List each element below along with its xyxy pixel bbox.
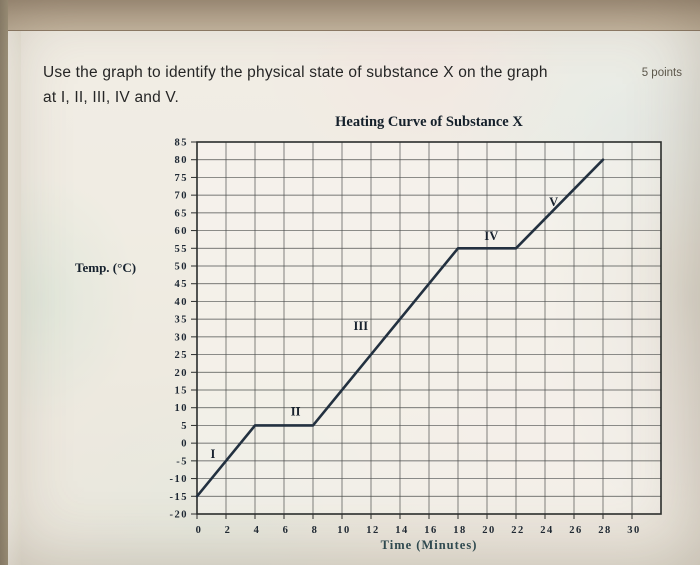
x-tick-label: 16 (424, 525, 438, 536)
x-tick-label: 6 (283, 525, 290, 536)
y-tick-label: -15 (170, 492, 189, 503)
x-tick-label: 26 (569, 525, 583, 536)
x-tick-label: 22 (511, 525, 525, 536)
tick-labels: -20-15-10-505101520253035404550556065707… (170, 138, 641, 537)
y-tick-label: 40 (175, 297, 189, 308)
question-panel: Use the graph to identify the physical s… (21, 31, 700, 565)
chart-plot-area: -20-15-10-505101520253035404550556065707… (170, 138, 662, 537)
heating-curve-chart: Heating Curve of Substance X -20 -15 -10 -5… (130, 112, 696, 562)
top-strip (8, 0, 700, 31)
y-tick-label: 55 (175, 244, 189, 255)
x-axis-label: Time (Minutes) (380, 538, 478, 552)
y-tick-label: 0 (181, 439, 188, 450)
left-edge-shadow (0, 0, 8, 565)
y-tick-label: 70 (175, 191, 189, 202)
segment-label-IV: IV (484, 229, 498, 243)
points-badge: 5 points (641, 67, 682, 79)
segment-label-I: I (211, 447, 216, 461)
y-tick-label: 20 (175, 368, 189, 379)
x-tick-label: 14 (395, 525, 409, 536)
y-tick-label: 85 (175, 138, 189, 149)
y-tick-label: -5 (176, 456, 188, 467)
left-edge-highlight (8, 0, 21, 565)
heating-curve-line (195, 158, 605, 498)
chart-title: Heating Curve of Substance X (335, 114, 523, 130)
x-tick-label: 28 (598, 525, 612, 536)
y-tick-label: 5 (181, 421, 188, 432)
x-tick-label: 4 (254, 525, 261, 536)
y-tick-label: 65 (175, 208, 189, 219)
x-tick-label: 18 (453, 525, 467, 536)
y-tick-label: 10 (175, 403, 189, 414)
y-tick-label: 60 (175, 226, 189, 237)
y-tick-label: 45 (175, 279, 189, 290)
x-tick-label: 0 (196, 525, 203, 536)
y-tick-label: 25 (175, 350, 189, 361)
question-text-line2: at I, II, III, IV and V. (43, 89, 180, 106)
x-tick-label: 30 (627, 525, 641, 536)
y-tick-label: -20 (170, 510, 189, 521)
x-tick-label: 12 (366, 525, 380, 536)
x-tick-label: 8 (312, 525, 319, 536)
y-tick-label: 15 (175, 386, 189, 397)
y-tick-label: 50 (175, 262, 189, 273)
x-tick-label: 20 (482, 525, 496, 536)
segment-label-V: V (549, 195, 558, 209)
y-tick-label: 30 (175, 332, 189, 343)
tick-marks (191, 141, 633, 519)
y-tick-label: 75 (175, 173, 189, 184)
x-tick-label: 24 (540, 525, 554, 536)
question-text-line1: Use the graph to identify the physical s… (43, 64, 548, 81)
y-tick-label: 80 (175, 155, 189, 166)
segment-label-II: II (291, 404, 301, 418)
y-tick-label: 35 (175, 315, 189, 326)
x-tick-label: 2 (225, 525, 232, 536)
y-axis-label: Temp. (°C) (75, 260, 137, 275)
y-tick-label: -10 (170, 474, 189, 485)
x-tick-label: 10 (337, 525, 351, 536)
segment-label-III: III (354, 319, 369, 333)
